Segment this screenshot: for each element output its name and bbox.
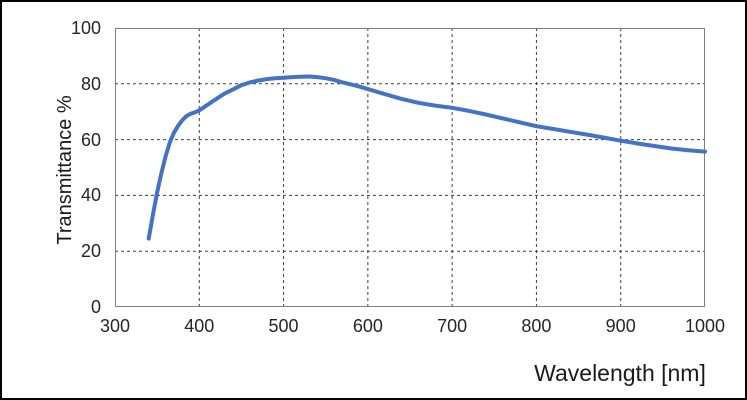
x-tick-label: 400 [184,316,215,336]
x-tick-label: 700 [437,316,468,336]
plot-area [115,28,707,307]
x-tick-label: 900 [605,316,636,336]
x-tick-label: 800 [521,316,552,336]
transmittance-curve [146,74,707,241]
y-tick-label: 80 [80,73,101,94]
plot-border [115,28,705,307]
y-tick-label: 20 [80,241,101,262]
y-tick-label: 40 [80,185,101,206]
x-tick-label: 500 [268,316,299,336]
y-tick-label: 100 [70,18,101,38]
x-axis-title: Wavelength [nm] [534,360,706,386]
y-tick-label: 0 [90,297,101,317]
x-tick-label: 600 [352,316,383,336]
y-tick-label: 60 [80,129,101,150]
x-tick-label: 300 [99,316,131,336]
x-tick-label: 1000 [684,316,726,336]
